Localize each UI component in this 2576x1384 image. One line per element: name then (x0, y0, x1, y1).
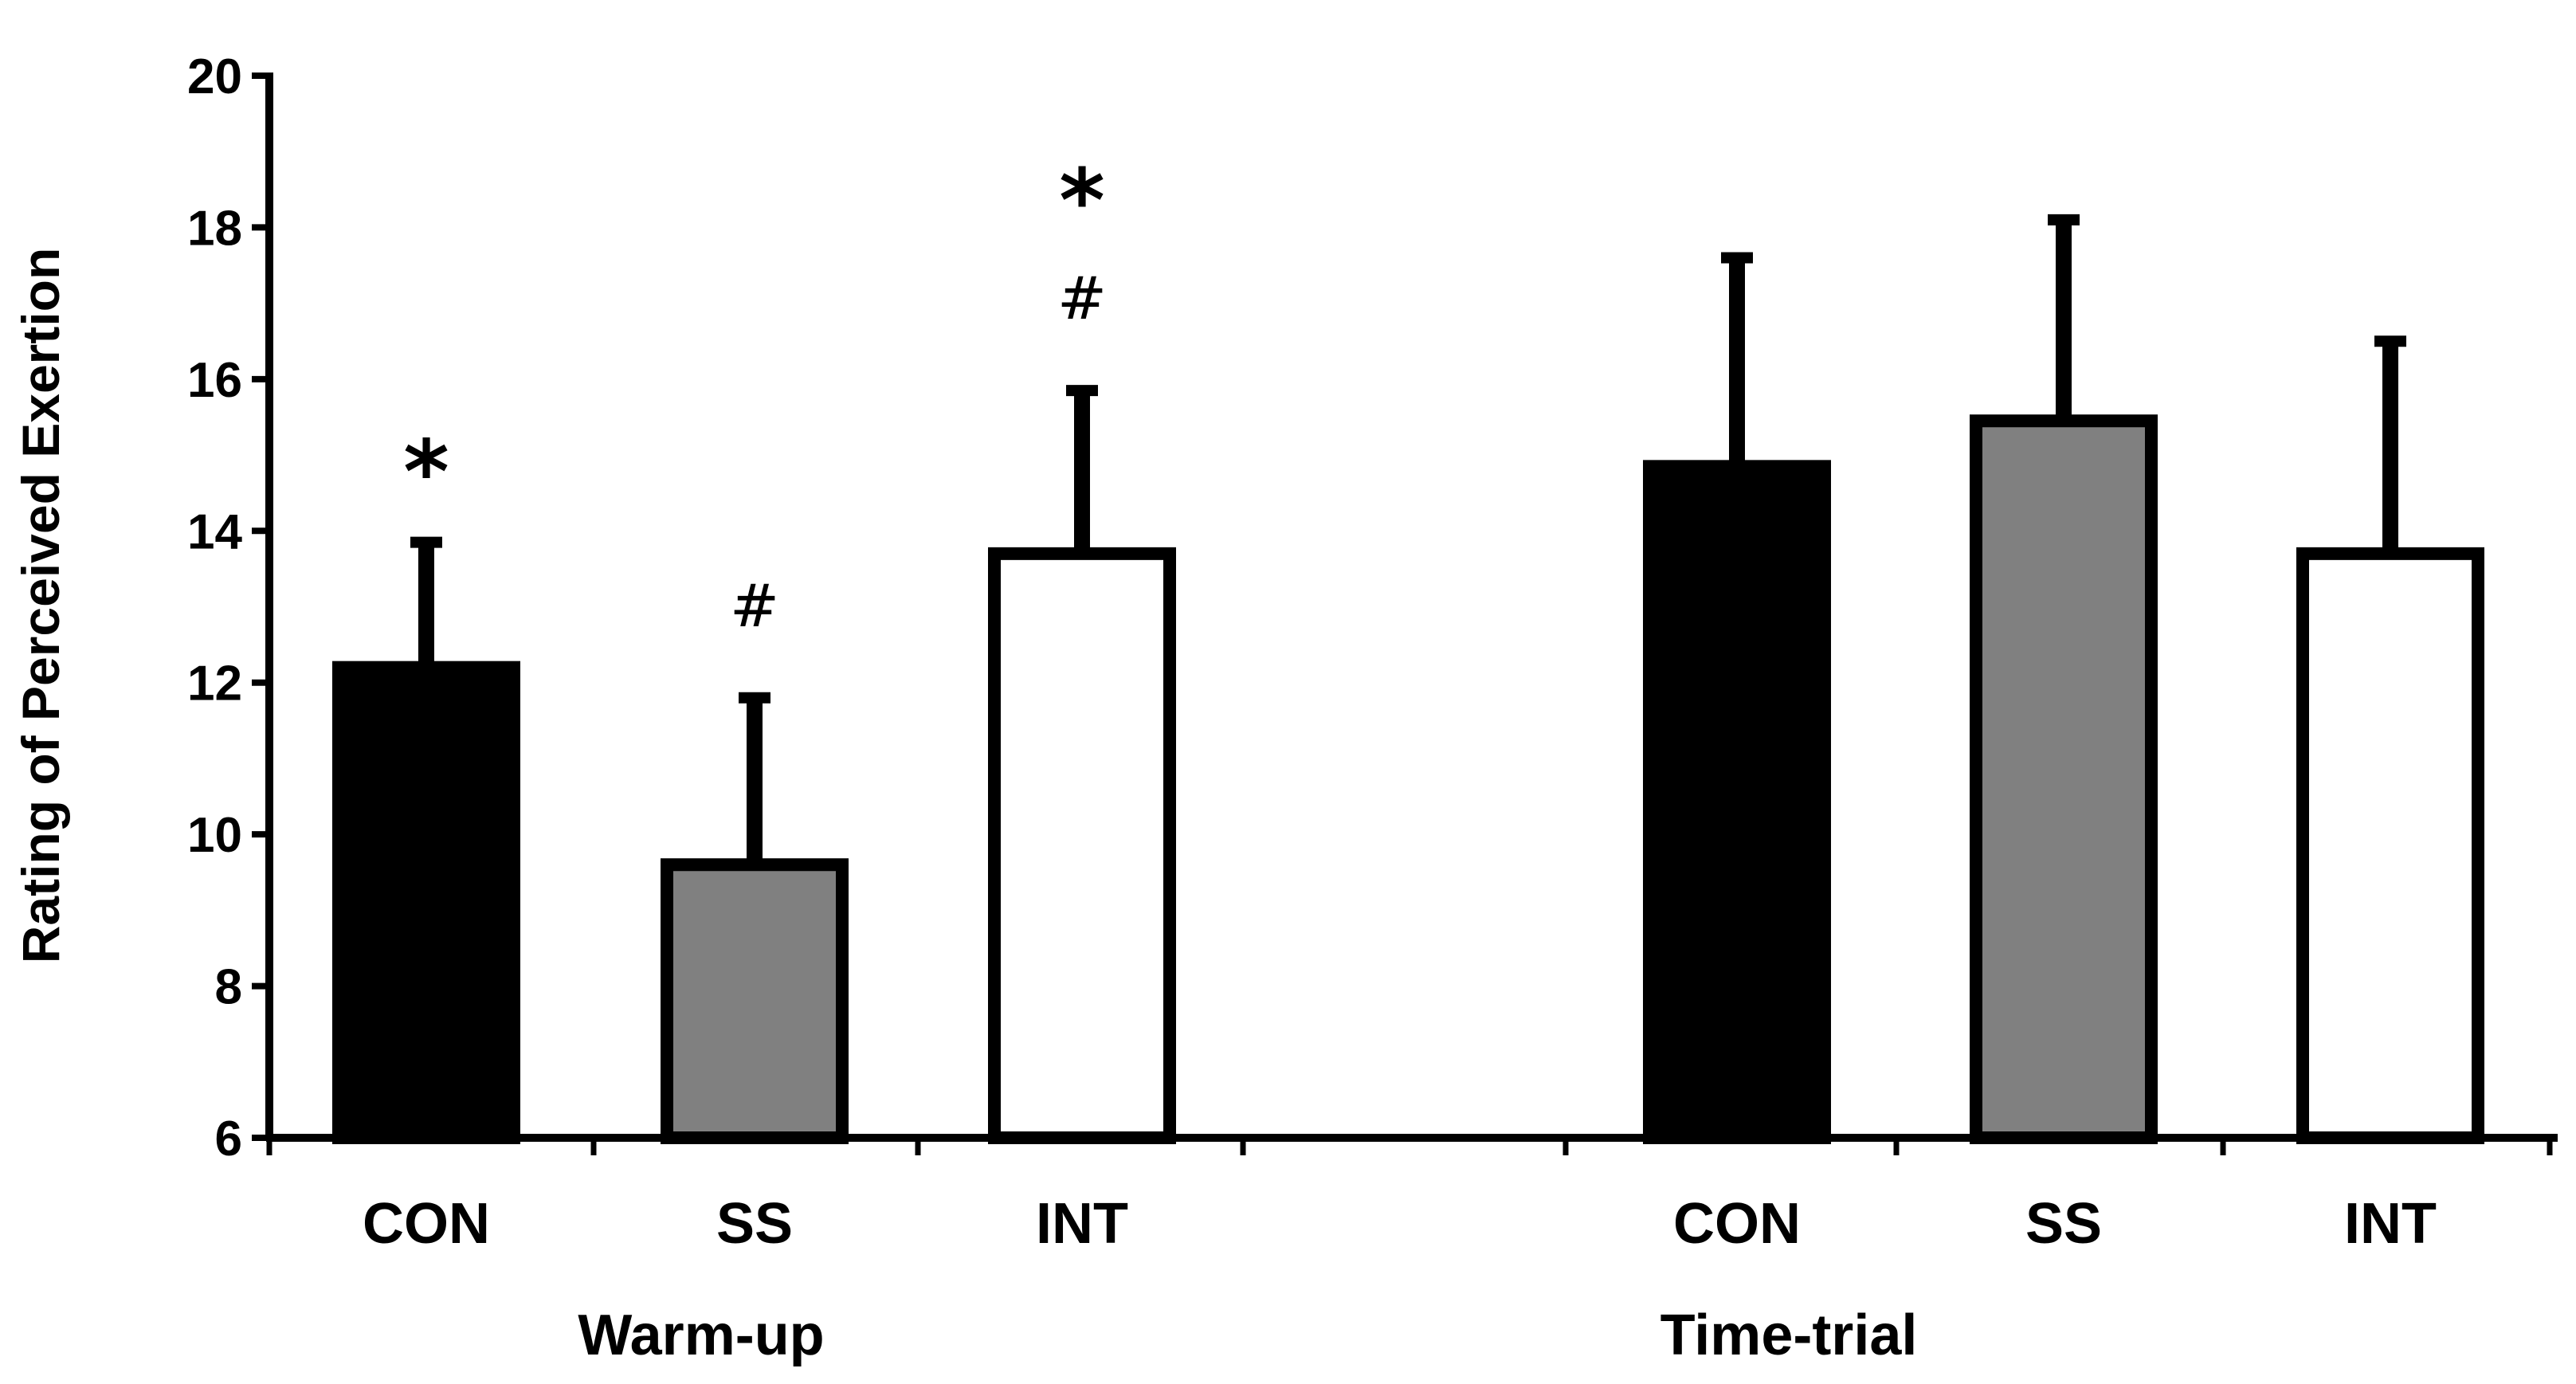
y-tick-label: 16 (187, 353, 242, 408)
bar-time-trial-ss (1970, 414, 2158, 1144)
bar-warm-up-con (332, 661, 520, 1144)
bar-time-trial-con (1643, 460, 1831, 1144)
y-tick-label: 12 (187, 657, 242, 712)
category-label: CON (1673, 1192, 1801, 1256)
significance-hash: # (730, 572, 779, 641)
category-label: CON (363, 1192, 490, 1256)
y-tick-label: 14 (187, 504, 242, 559)
y-tick-label: 10 (187, 808, 242, 863)
labels: 6 8 10 12 14 16 18 20 CON * SS # INT # * Warm-up CON SS IN… (187, 49, 2437, 1367)
significance-star: * (403, 421, 449, 523)
y-tick-label: 6 (215, 1112, 242, 1166)
significance-hash: # (1057, 265, 1107, 333)
significance-star: * (1059, 150, 1105, 252)
bar-warm-up-int (988, 547, 1176, 1144)
axes (252, 73, 2558, 1155)
y-axis-title: Rating of Perceived Exertion (11, 248, 70, 964)
group-label: Time-trial (1660, 1304, 1918, 1367)
bar-time-trial-int (2296, 547, 2484, 1144)
group-label: Warm-up (578, 1304, 824, 1367)
category-label: SS (716, 1192, 793, 1256)
y-tick-label: 8 (215, 960, 242, 1015)
y-tick-label: 18 (187, 201, 242, 256)
bars (332, 214, 2484, 1144)
category-label: INT (2344, 1192, 2437, 1256)
y-tick-label: 20 (187, 49, 242, 104)
category-label: INT (1036, 1192, 1128, 1256)
category-label: SS (2025, 1192, 2102, 1256)
bar-warm-up-ss (661, 858, 849, 1144)
